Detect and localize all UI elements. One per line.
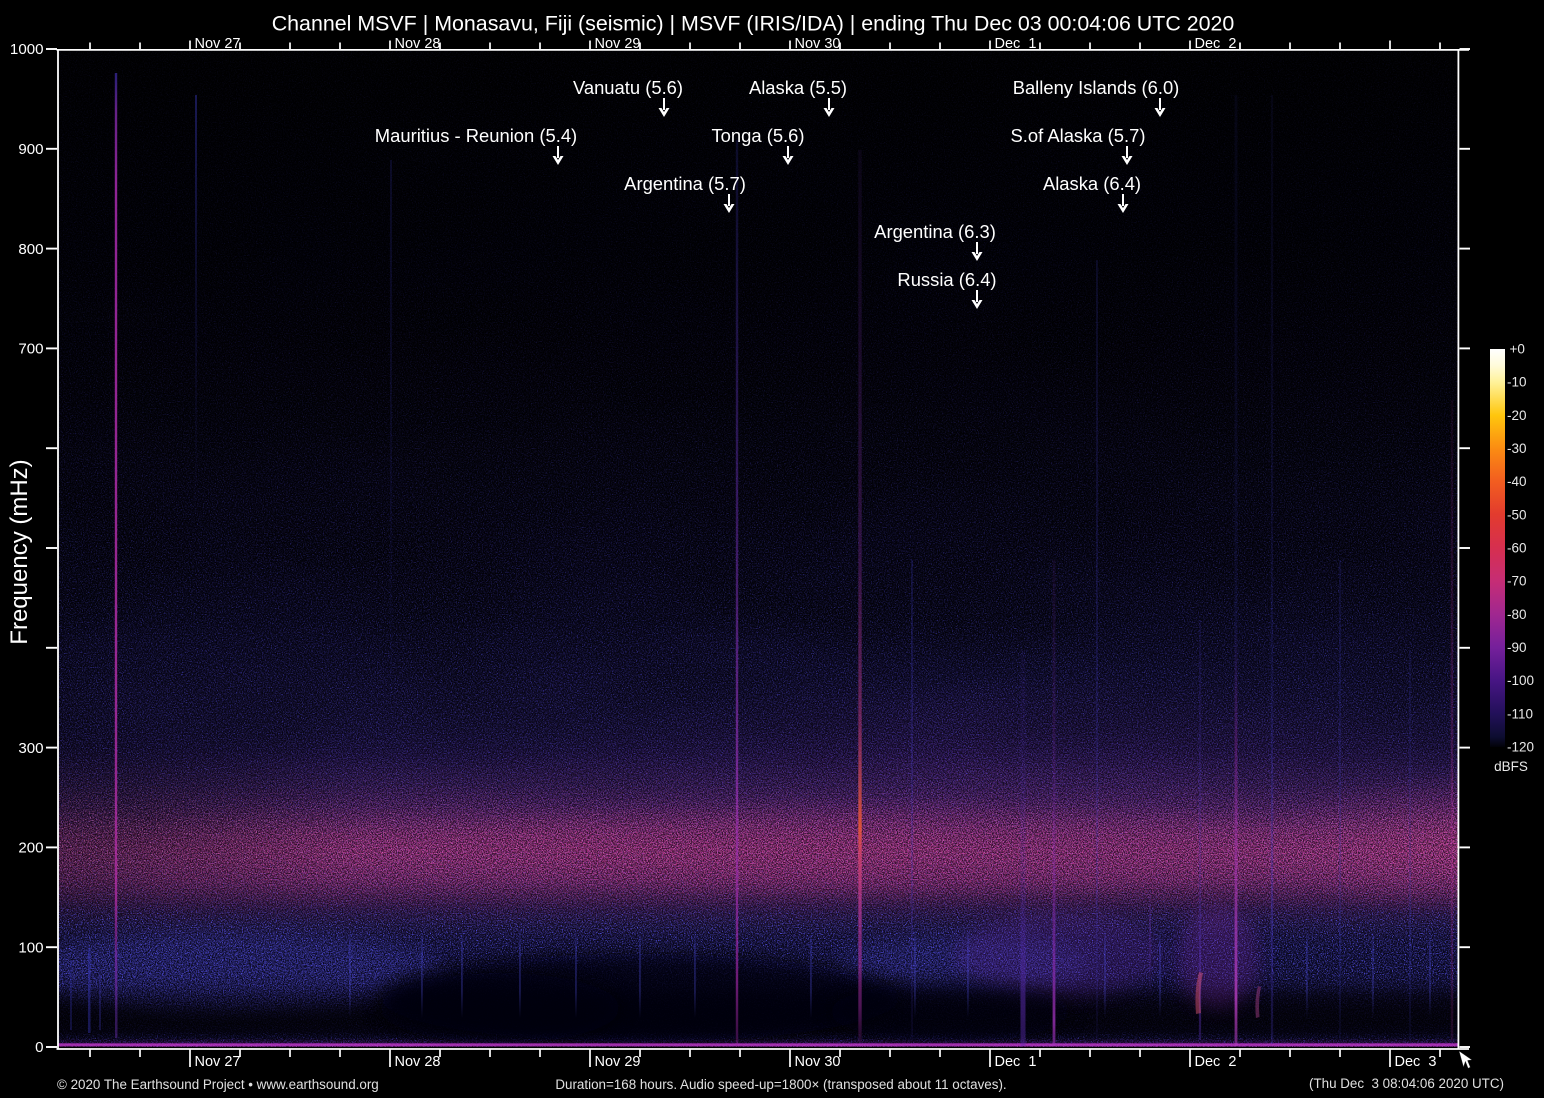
svg-text:-10: -10 [1507, 375, 1527, 390]
svg-text:Alaska (6.4): Alaska (6.4) [1043, 173, 1141, 194]
svg-text:-120: -120 [1507, 740, 1534, 755]
svg-text:(Thu Dec 3 08:04:06 2020 UTC): (Thu Dec 3 08:04:06 2020 UTC) [1309, 1076, 1504, 1091]
svg-text:Channel MSVF | Monasavu, Fiji: Channel MSVF | Monasavu, Fiji (seismic) … [272, 12, 1235, 36]
svg-text:300: 300 [18, 740, 43, 757]
svg-text:Nov 27: Nov 27 [195, 36, 241, 52]
svg-text:Dec 3: Dec 3 [1395, 1054, 1437, 1070]
svg-text:Nov 28: Nov 28 [395, 1054, 441, 1070]
svg-text:Dec 2: Dec 2 [1195, 1054, 1237, 1070]
svg-text:-70: -70 [1507, 574, 1527, 589]
svg-text:Nov 30: Nov 30 [795, 1054, 841, 1070]
svg-text:Argentina (6.3): Argentina (6.3) [874, 221, 996, 242]
svg-text:Nov 27: Nov 27 [195, 1054, 241, 1070]
svg-text:Alaska (5.5): Alaska (5.5) [749, 77, 847, 98]
svg-text:© 2020 The Earthsound Project: © 2020 The Earthsound Project • www.eart… [57, 1077, 379, 1092]
svg-text:Tonga (5.6): Tonga (5.6) [711, 125, 804, 146]
svg-text:Nov 28: Nov 28 [395, 36, 441, 52]
svg-text:-90: -90 [1507, 640, 1527, 655]
svg-text:Mauritius - Reunion (5.4): Mauritius - Reunion (5.4) [375, 125, 577, 146]
svg-text:Argentina (5.7): Argentina (5.7) [624, 173, 746, 194]
svg-text:800: 800 [18, 241, 43, 258]
svg-text:-40: -40 [1507, 474, 1527, 489]
svg-text:Dec 2: Dec 2 [1195, 36, 1237, 52]
svg-text:-30: -30 [1507, 441, 1527, 456]
svg-text:Russia (6.4): Russia (6.4) [897, 269, 996, 290]
svg-text:1000: 1000 [10, 41, 44, 58]
svg-text:Nov 29: Nov 29 [595, 1054, 641, 1070]
svg-text:-110: -110 [1507, 706, 1533, 721]
svg-text:Frequency (mHz): Frequency (mHz) [6, 459, 33, 644]
svg-text:dBFS: dBFS [1494, 759, 1528, 774]
svg-text:Dec 1: Dec 1 [995, 1054, 1037, 1070]
svg-text:-50: -50 [1507, 507, 1527, 522]
svg-text:Vanuatu (5.6): Vanuatu (5.6) [573, 77, 683, 98]
svg-text:200: 200 [18, 840, 43, 857]
svg-text:-80: -80 [1507, 607, 1527, 622]
svg-text:700: 700 [18, 341, 43, 358]
svg-text:Balleny Islands (6.0): Balleny Islands (6.0) [1013, 77, 1180, 98]
svg-text:900: 900 [18, 141, 43, 158]
svg-text:+0: +0 [1510, 342, 1525, 357]
svg-text:Nov 29: Nov 29 [595, 36, 641, 52]
svg-text:Dec 1: Dec 1 [995, 36, 1037, 52]
svg-text:-60: -60 [1507, 541, 1527, 556]
svg-text:-100: -100 [1507, 673, 1534, 688]
svg-text:S.of Alaska (5.7): S.of Alaska (5.7) [1011, 125, 1146, 146]
svg-text:-20: -20 [1507, 408, 1527, 423]
svg-text:0: 0 [35, 1039, 43, 1056]
svg-text:100: 100 [18, 939, 43, 956]
svg-text:Nov 30: Nov 30 [795, 36, 841, 52]
svg-text:Duration=168 hours. Audio spee: Duration=168 hours. Audio speed-up=1800×… [555, 1077, 1006, 1092]
